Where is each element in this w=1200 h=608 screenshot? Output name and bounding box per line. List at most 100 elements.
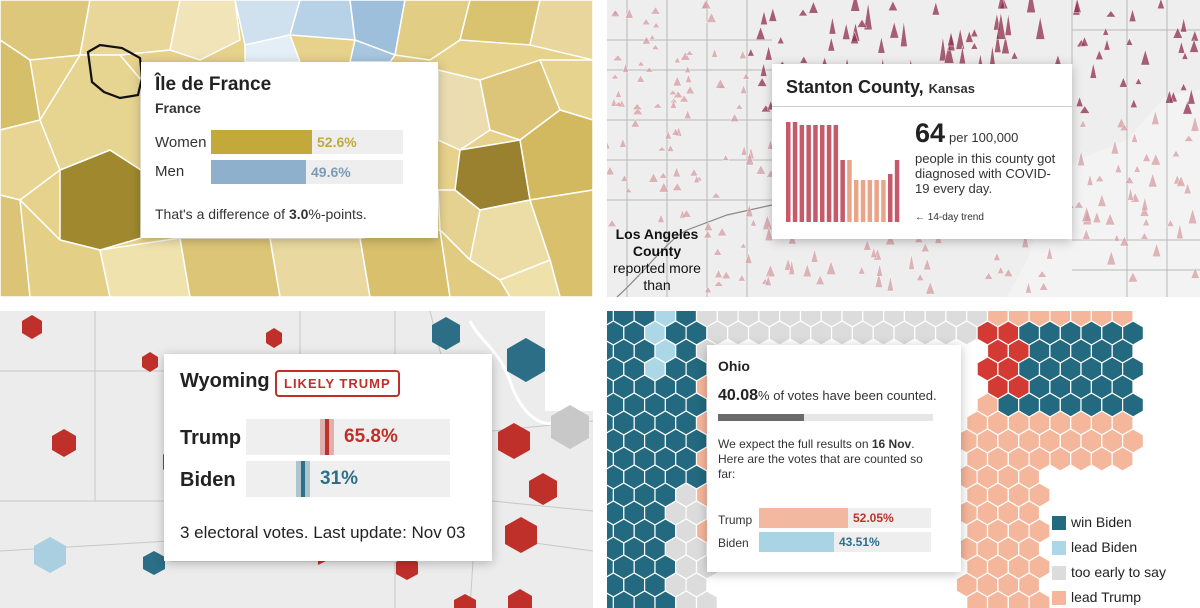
spike [802, 263, 812, 278]
spike [631, 103, 643, 110]
trump-marker [320, 419, 334, 455]
county-hex[interactable] [768, 320, 791, 346]
spike [760, 10, 768, 25]
spike [683, 109, 692, 120]
spike [750, 218, 757, 227]
county-hex[interactable] [633, 590, 656, 608]
spike [666, 144, 675, 152]
spike [947, 31, 955, 47]
spike [745, 203, 754, 218]
spike [1026, 0, 1036, 13]
county-hex[interactable] [1070, 446, 1092, 472]
spike [798, 8, 808, 17]
spike [610, 97, 618, 107]
expect-prefix: We expect the full results on [718, 437, 872, 451]
spike [648, 172, 659, 183]
county-hex[interactable] [935, 320, 957, 346]
county-hex[interactable] [1090, 446, 1113, 472]
spike [1139, 205, 1150, 217]
spike [620, 174, 629, 182]
spike [685, 73, 693, 83]
spike [1124, 175, 1135, 184]
spike [857, 265, 866, 275]
county-hex[interactable] [1111, 446, 1134, 472]
spike [657, 146, 667, 152]
county-hex[interactable] [893, 320, 916, 346]
spike [1081, 228, 1091, 241]
spike [1080, 36, 1089, 47]
spike [684, 65, 692, 73]
spike [1182, 100, 1193, 115]
trend-bar [860, 180, 866, 222]
spike [619, 137, 627, 148]
spike [943, 41, 955, 64]
spike [788, 259, 796, 275]
spike [614, 101, 624, 107]
trend-bar [874, 180, 879, 222]
spike [1142, 217, 1150, 226]
spike [740, 144, 748, 156]
spike [850, 30, 859, 44]
spike [722, 154, 730, 161]
spike [1127, 187, 1134, 201]
county-hex[interactable] [1049, 446, 1072, 472]
county-hex[interactable] [914, 320, 937, 346]
legend-swatch [1052, 566, 1066, 580]
biden-name: Biden [718, 536, 749, 550]
trend-label: ← 14-day trend [915, 212, 984, 223]
spike [1010, 51, 1019, 60]
legend-swatch [1052, 591, 1066, 605]
trump-value: 65.8% [344, 426, 398, 447]
spike [1128, 8, 1137, 22]
counted-text: 40.08% of votes have been counted. [718, 387, 937, 405]
county-hex[interactable] [986, 590, 1009, 608]
trump-bar-fill [759, 508, 848, 528]
county-hex[interactable] [966, 590, 989, 608]
trump-bar-track: 65.8% [246, 419, 450, 455]
county-hex[interactable] [1007, 590, 1030, 608]
spike [1046, 246, 1053, 260]
county-hex[interactable] [675, 590, 698, 608]
county-hex[interactable] [607, 591, 615, 608]
electoral-votes-text: 3 electoral votes. Last update: Nov 03 [180, 523, 466, 542]
spike [1183, 134, 1194, 142]
spike [1038, 281, 1049, 291]
spike [1025, 280, 1032, 294]
county-hex[interactable] [789, 320, 812, 346]
spike [920, 242, 930, 253]
women-label: Women [155, 134, 207, 151]
county-hex[interactable] [747, 320, 770, 346]
rating-badge: LIKELY TRUMP [275, 370, 400, 397]
spike [777, 36, 785, 44]
county-hex[interactable] [654, 590, 677, 608]
spike [610, 9, 621, 17]
spike [1190, 266, 1200, 279]
spike [958, 45, 966, 64]
spike [651, 44, 660, 50]
county-hex[interactable] [695, 590, 718, 608]
county-hex[interactable] [872, 320, 895, 346]
spike [1165, 89, 1174, 104]
county-hex[interactable] [612, 590, 635, 608]
county-hex[interactable] [1028, 590, 1051, 608]
spike [1095, 174, 1105, 182]
spike [644, 66, 654, 73]
spike [664, 129, 672, 140]
county-hex[interactable] [955, 320, 978, 346]
spike [1180, 17, 1188, 33]
spike [715, 78, 726, 89]
county-hex[interactable] [851, 320, 874, 346]
spike [1001, 35, 1010, 54]
spike [706, 12, 717, 23]
spike [1127, 271, 1139, 283]
county-hex[interactable] [727, 320, 750, 346]
ile-de-france-outline[interactable] [86, 43, 144, 100]
trend-bar [826, 125, 832, 222]
county-hex[interactable] [810, 320, 833, 346]
county-hex[interactable] [831, 320, 853, 346]
country-name: France [155, 100, 201, 116]
difference-prefix: That's a difference of [155, 206, 289, 222]
biden-bar-track: 31% [246, 461, 450, 497]
women-bar-fill [211, 130, 312, 154]
spike [996, 266, 1005, 274]
